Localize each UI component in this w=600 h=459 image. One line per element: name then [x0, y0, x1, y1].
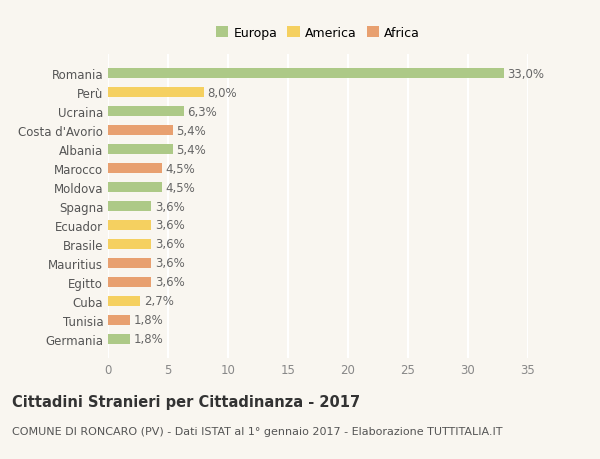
Bar — [108, 334, 130, 344]
Text: COMUNE DI RONCARO (PV) - Dati ISTAT al 1° gennaio 2017 - Elaborazione TUTTITALIA: COMUNE DI RONCARO (PV) - Dati ISTAT al 1… — [12, 426, 503, 436]
Text: 8,0%: 8,0% — [208, 86, 237, 100]
Bar — [108, 69, 504, 79]
Text: 4,5%: 4,5% — [166, 181, 196, 194]
Legend: Europa, America, Africa: Europa, America, Africa — [211, 22, 425, 45]
Bar — [108, 126, 173, 136]
Text: 2,7%: 2,7% — [144, 295, 174, 308]
Bar — [108, 202, 151, 212]
Bar — [108, 106, 184, 117]
Bar — [108, 296, 140, 307]
Bar — [108, 277, 151, 287]
Bar — [108, 163, 162, 174]
Text: 6,3%: 6,3% — [187, 106, 217, 118]
Bar — [108, 239, 151, 250]
Text: 4,5%: 4,5% — [166, 162, 196, 175]
Text: 1,8%: 1,8% — [133, 333, 163, 346]
Text: Cittadini Stranieri per Cittadinanza - 2017: Cittadini Stranieri per Cittadinanza - 2… — [12, 394, 360, 409]
Text: 5,4%: 5,4% — [176, 124, 206, 137]
Text: 3,6%: 3,6% — [155, 200, 185, 213]
Text: 3,6%: 3,6% — [155, 219, 185, 232]
Bar — [108, 258, 151, 269]
Bar — [108, 220, 151, 231]
Bar — [108, 88, 204, 98]
Bar — [108, 315, 130, 325]
Bar — [108, 182, 162, 193]
Text: 5,4%: 5,4% — [176, 143, 206, 156]
Text: 3,6%: 3,6% — [155, 238, 185, 251]
Text: 1,8%: 1,8% — [133, 313, 163, 327]
Text: 3,6%: 3,6% — [155, 257, 185, 270]
Text: 33,0%: 33,0% — [508, 67, 545, 80]
Text: 3,6%: 3,6% — [155, 276, 185, 289]
Bar — [108, 145, 173, 155]
